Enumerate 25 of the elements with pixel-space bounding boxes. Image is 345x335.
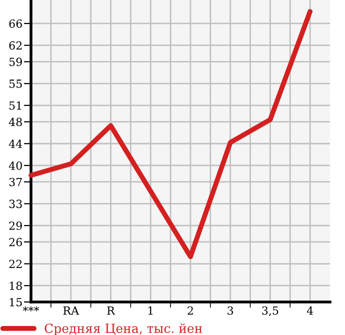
x-tick-label: 4 [306, 306, 314, 315]
y-tick-label: 59 [9, 58, 22, 66]
y-tick-label: 29 [9, 222, 22, 230]
y-tick-label: 40 [8, 161, 22, 170]
y-tick-label: 37 [9, 178, 22, 186]
y-tick-label: 33 [9, 200, 22, 208]
x-tick-label: 3,5 [262, 306, 278, 316]
legend-label: Средняя Цена, тыс. йен [44, 323, 202, 335]
x-tick-label: 2 [188, 306, 193, 315]
y-tick-label: 55 [9, 80, 22, 88]
y-tick-label: 22 [9, 260, 22, 268]
y-tick-label: 44 [8, 140, 22, 148]
line-series [28, 9, 312, 260]
y-tick-label: 66 [9, 19, 22, 28]
x-tick-label: R [107, 306, 116, 315]
x-tick-label: 3 [228, 306, 234, 315]
y-tick-label: 26 [9, 238, 22, 246]
y-tick-label: 48 [8, 118, 22, 126]
y-tick-label: 51 [9, 101, 22, 110]
x-tick-label: RA [63, 306, 80, 315]
x-tick-label: *** [22, 306, 40, 312]
y-tick-label: 62 [9, 41, 22, 50]
y-tick-label: 15 [10, 298, 22, 306]
x-tick-label: 1 [148, 306, 153, 315]
y-tick-label: 18 [10, 282, 22, 290]
